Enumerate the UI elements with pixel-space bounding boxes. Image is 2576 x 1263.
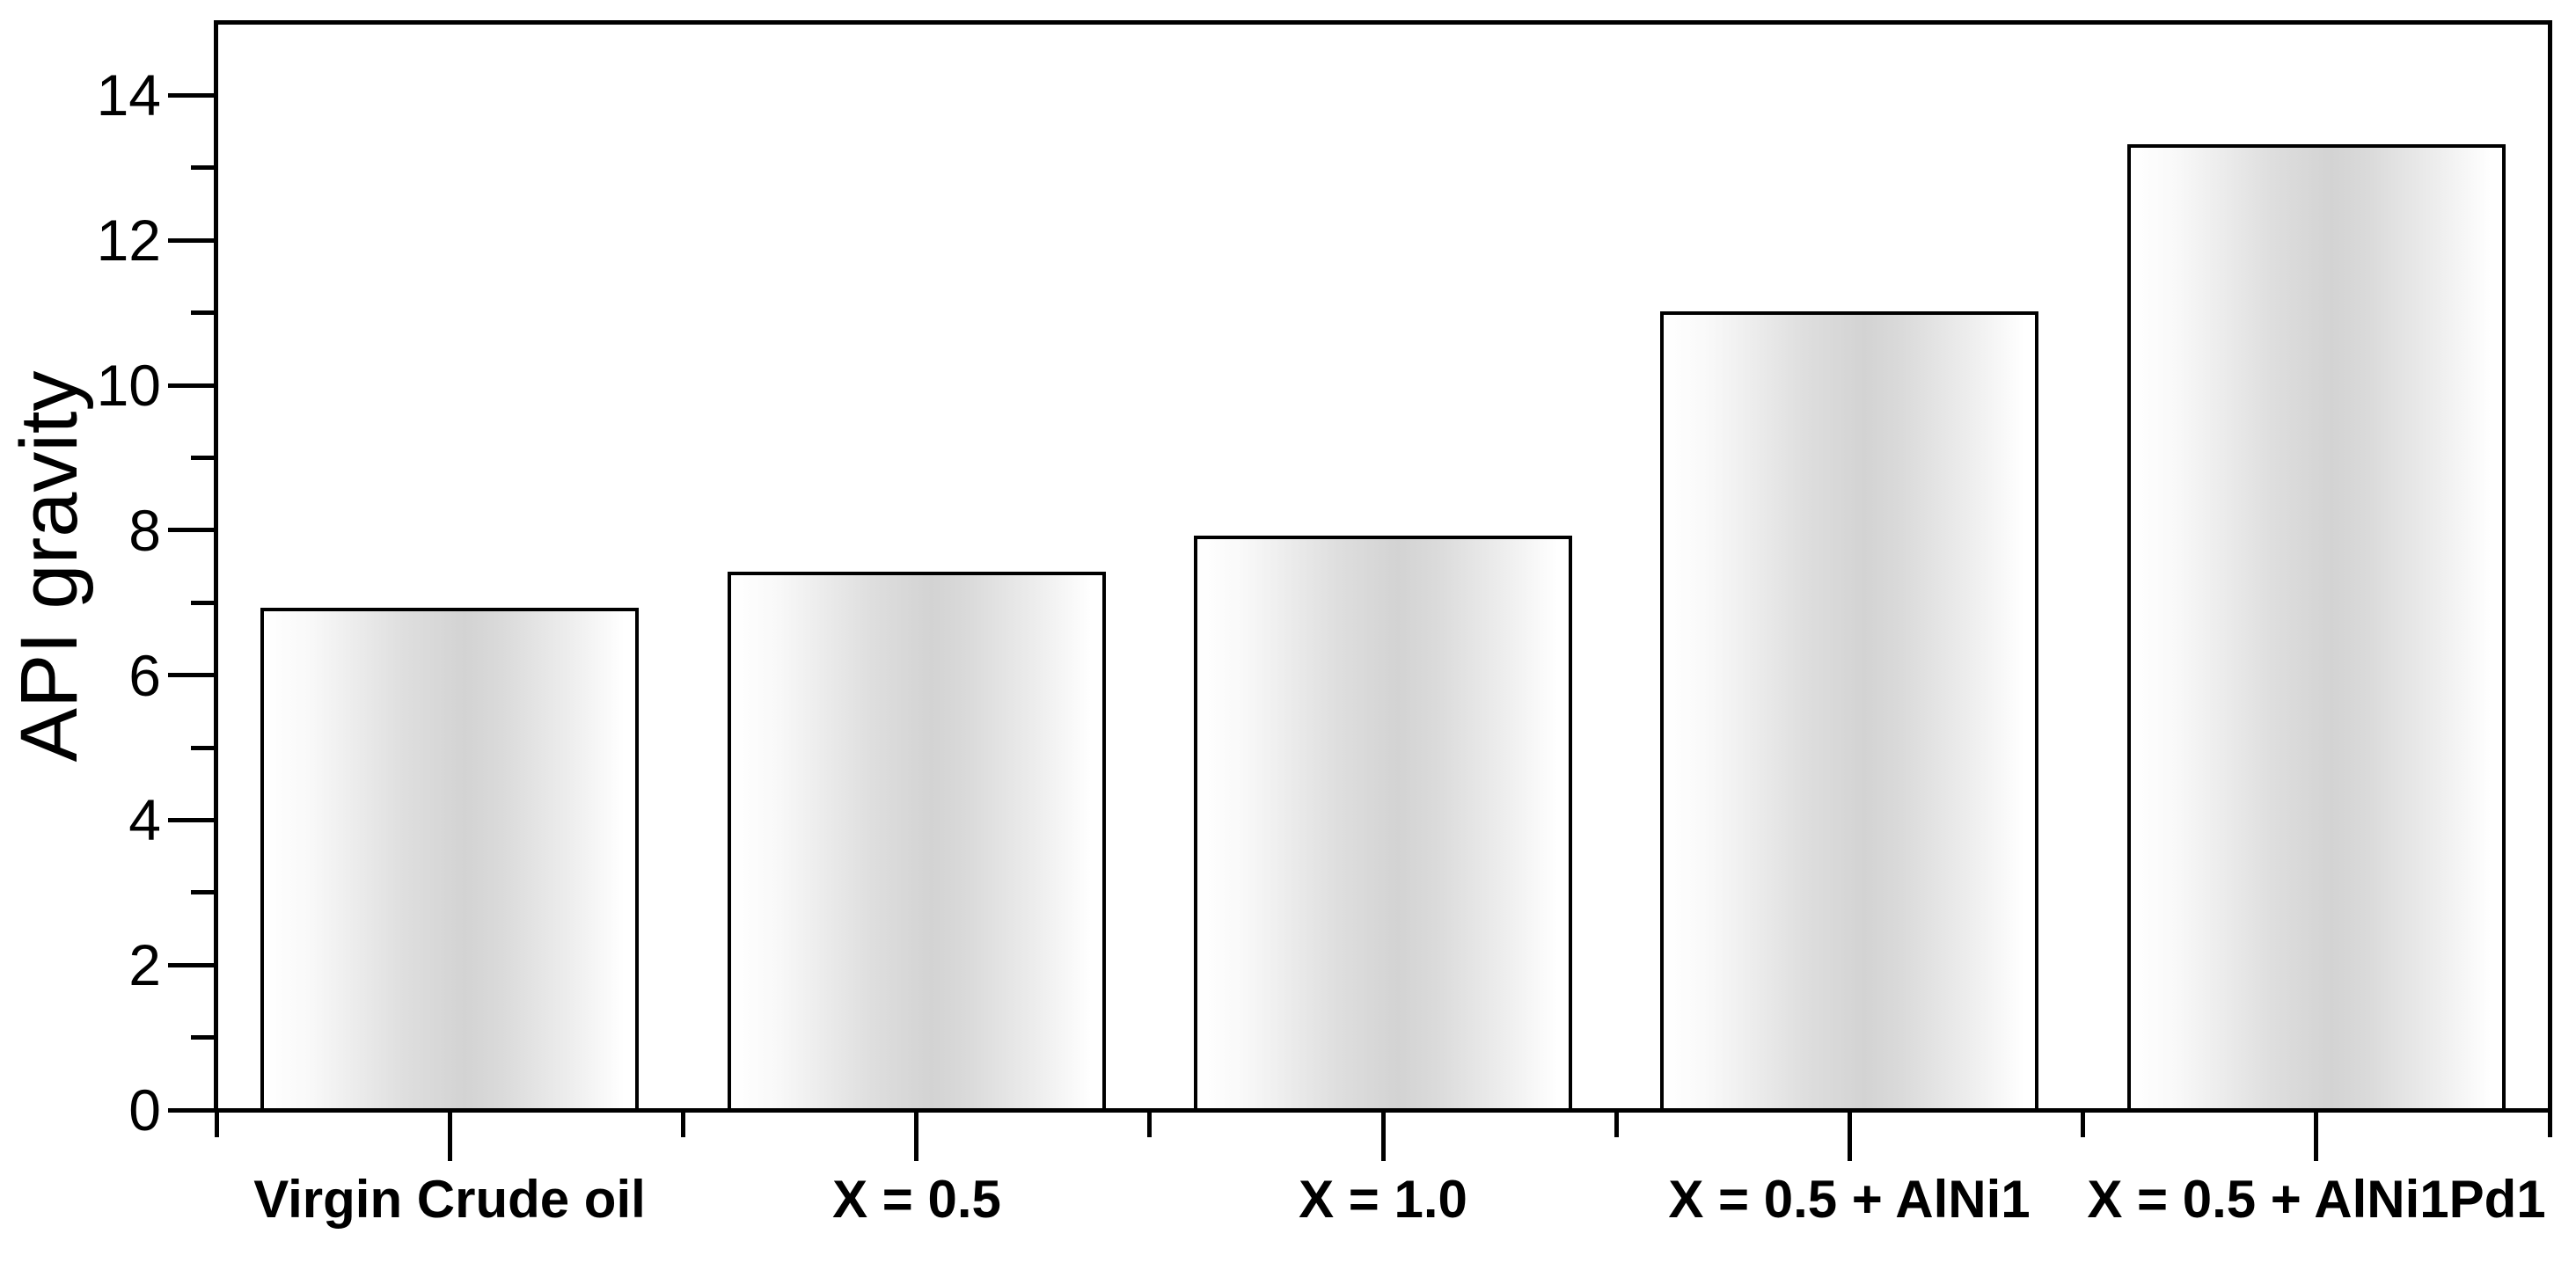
bar-2 bbox=[728, 572, 1106, 1112]
y-axis-minor-tick bbox=[191, 1035, 214, 1040]
y-axis-tick-label: 10 bbox=[96, 353, 161, 418]
y-axis-major-tick bbox=[168, 1108, 214, 1113]
x-axis-major-tick bbox=[914, 1113, 918, 1161]
x-axis-boundary-tick bbox=[215, 1113, 219, 1137]
y-axis-tick-label: 8 bbox=[128, 498, 161, 563]
bar-3 bbox=[1194, 536, 1572, 1112]
x-axis-major-tick bbox=[2314, 1113, 2318, 1161]
y-axis-major-tick bbox=[168, 383, 214, 388]
x-axis-boundary-tick bbox=[1147, 1113, 1152, 1137]
y-axis-minor-tick bbox=[191, 310, 214, 315]
y-axis-minor-tick bbox=[191, 746, 214, 750]
y-axis-minor-tick bbox=[191, 601, 214, 605]
y-axis-minor-tick bbox=[191, 890, 214, 894]
y-axis-major-tick bbox=[168, 528, 214, 532]
bar-5 bbox=[2127, 144, 2506, 1112]
x-axis-boundary-tick bbox=[2548, 1113, 2552, 1137]
y-axis-tick-label: 2 bbox=[128, 932, 161, 997]
y-axis-major-tick bbox=[168, 93, 214, 98]
x-axis-major-tick bbox=[1848, 1113, 1852, 1161]
y-axis-tick-label: 12 bbox=[96, 208, 161, 273]
x-category-label: X = 0.5 + AlNi1 bbox=[1668, 1170, 2031, 1229]
x-category-label: X = 0.5 bbox=[832, 1170, 1001, 1229]
y-axis-major-tick bbox=[168, 963, 214, 967]
x-axis-major-tick bbox=[448, 1113, 452, 1161]
y-axis-tick-label: 14 bbox=[96, 62, 161, 128]
x-axis-boundary-tick bbox=[681, 1113, 685, 1137]
y-axis-major-tick bbox=[168, 818, 214, 822]
x-axis-boundary-tick bbox=[2081, 1113, 2085, 1137]
bar-4 bbox=[1660, 311, 2038, 1112]
y-axis-tick-label: 4 bbox=[128, 787, 161, 852]
x-category-label: X = 0.5 + AlNi1Pd1 bbox=[2087, 1170, 2546, 1229]
y-axis-minor-tick bbox=[191, 456, 214, 460]
y-axis-tick-label: 0 bbox=[128, 1077, 161, 1143]
x-axis-major-tick bbox=[1381, 1113, 1386, 1161]
y-axis-major-tick bbox=[168, 673, 214, 677]
bar-1 bbox=[260, 608, 639, 1112]
y-axis-major-tick bbox=[168, 238, 214, 243]
y-axis-minor-tick bbox=[191, 165, 214, 170]
y-axis-tick-label: 6 bbox=[128, 643, 161, 708]
x-category-label: X = 1.0 bbox=[1299, 1170, 1467, 1229]
x-axis-boundary-tick bbox=[1614, 1113, 1619, 1137]
x-category-label: Virgin Crude oil bbox=[253, 1170, 646, 1229]
